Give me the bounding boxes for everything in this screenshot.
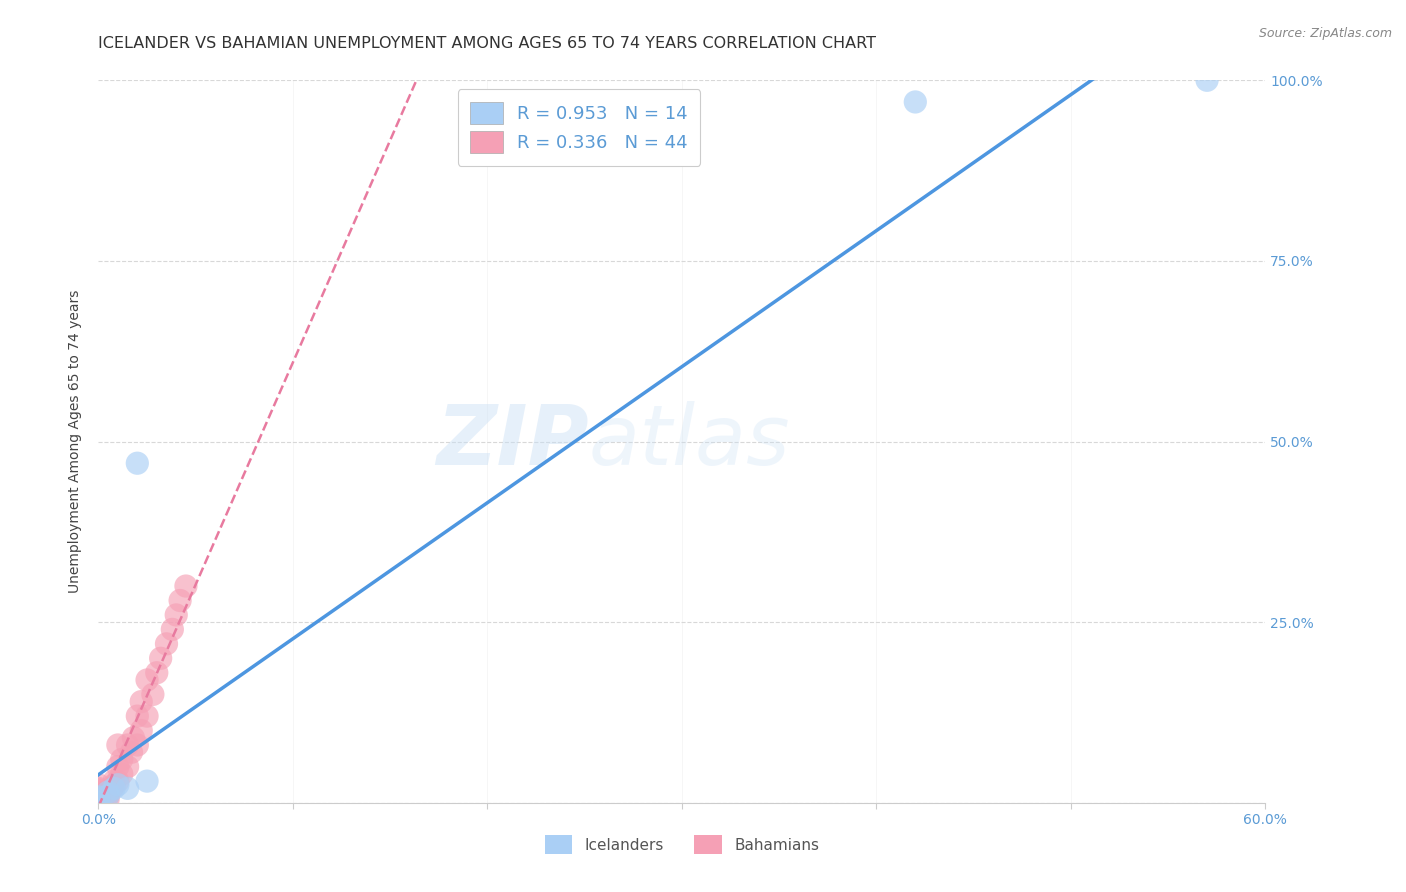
- Point: [117, 760, 139, 774]
- Point: [87, 789, 110, 803]
- Point: [174, 579, 197, 593]
- Point: [87, 778, 110, 792]
- Point: [101, 781, 124, 796]
- Point: [97, 785, 120, 799]
- Point: [97, 785, 120, 799]
- Point: [97, 789, 120, 803]
- Point: [136, 709, 159, 723]
- Point: [107, 738, 129, 752]
- Point: [142, 687, 165, 701]
- Point: [111, 767, 134, 781]
- Point: [117, 738, 139, 752]
- Point: [87, 796, 110, 810]
- Point: [107, 774, 129, 789]
- Point: [87, 796, 110, 810]
- Point: [87, 792, 110, 806]
- Point: [87, 785, 110, 799]
- Point: [121, 745, 143, 759]
- Point: [103, 778, 125, 792]
- Point: [111, 752, 134, 766]
- Point: [155, 637, 177, 651]
- Point: [169, 593, 191, 607]
- Point: [87, 790, 110, 805]
- Point: [87, 787, 110, 801]
- Point: [122, 731, 145, 745]
- Point: [149, 651, 172, 665]
- Point: [136, 673, 159, 687]
- Point: [127, 709, 149, 723]
- Point: [87, 796, 110, 810]
- Point: [97, 789, 120, 803]
- Point: [87, 796, 110, 810]
- Point: [165, 607, 187, 622]
- Point: [107, 778, 129, 792]
- Point: [127, 738, 149, 752]
- Point: [146, 665, 169, 680]
- Legend: Icelanders, Bahamians: Icelanders, Bahamians: [538, 830, 825, 860]
- Point: [87, 782, 110, 797]
- Point: [87, 792, 110, 806]
- Point: [136, 774, 159, 789]
- Point: [87, 796, 110, 810]
- Point: [117, 781, 139, 796]
- Point: [87, 796, 110, 810]
- Point: [87, 796, 110, 810]
- Text: Source: ZipAtlas.com: Source: ZipAtlas.com: [1258, 27, 1392, 40]
- Point: [129, 723, 152, 738]
- Text: ICELANDER VS BAHAMIAN UNEMPLOYMENT AMONG AGES 65 TO 74 YEARS CORRELATION CHART: ICELANDER VS BAHAMIAN UNEMPLOYMENT AMONG…: [98, 36, 876, 51]
- Point: [1195, 73, 1218, 87]
- Point: [87, 796, 110, 810]
- Point: [97, 792, 120, 806]
- Point: [129, 695, 152, 709]
- Point: [904, 95, 927, 109]
- Point: [87, 790, 110, 805]
- Y-axis label: Unemployment Among Ages 65 to 74 years: Unemployment Among Ages 65 to 74 years: [69, 290, 83, 593]
- Text: ZIP: ZIP: [436, 401, 589, 482]
- Point: [87, 781, 110, 796]
- Point: [162, 623, 184, 637]
- Point: [87, 792, 110, 806]
- Point: [107, 760, 129, 774]
- Point: [87, 796, 110, 810]
- Point: [103, 781, 125, 796]
- Point: [103, 774, 125, 789]
- Point: [127, 456, 149, 470]
- Text: atlas: atlas: [589, 401, 790, 482]
